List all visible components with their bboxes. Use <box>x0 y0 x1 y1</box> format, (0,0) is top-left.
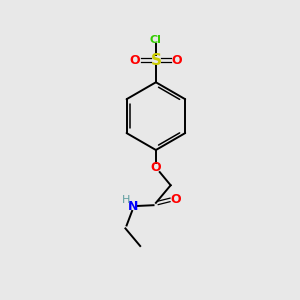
Text: O: O <box>151 161 161 174</box>
Text: Cl: Cl <box>150 35 162 45</box>
Text: H: H <box>122 195 130 206</box>
Text: O: O <box>129 54 140 67</box>
Text: S: S <box>150 53 161 68</box>
Text: O: O <box>171 194 181 206</box>
Text: O: O <box>172 54 182 67</box>
Text: N: N <box>128 200 139 213</box>
